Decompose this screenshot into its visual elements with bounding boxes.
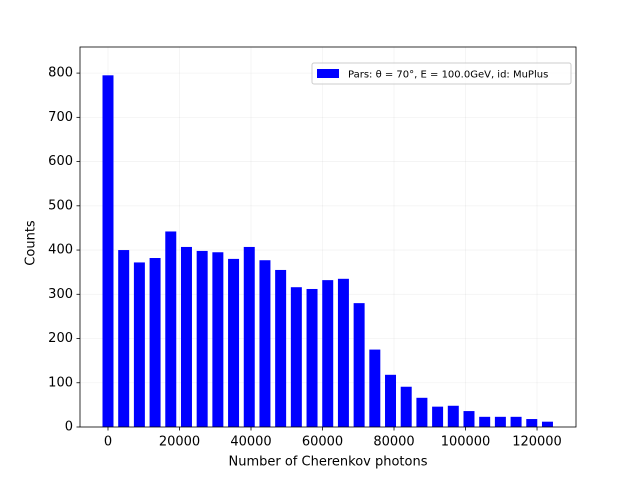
bar bbox=[149, 258, 161, 427]
legend-box bbox=[311, 62, 572, 85]
y-tick-label: 800 bbox=[48, 66, 73, 81]
y-tick-label: 0 bbox=[65, 420, 73, 435]
y-tick-label: 200 bbox=[48, 331, 73, 346]
bar bbox=[118, 250, 130, 427]
y-tick-label: 700 bbox=[48, 110, 73, 125]
axes-frame bbox=[79, 46, 577, 428]
y-tick-label: 400 bbox=[48, 243, 73, 258]
bar bbox=[353, 303, 365, 427]
bar bbox=[400, 386, 412, 427]
bar bbox=[196, 250, 208, 427]
x-tick-label: 100000 bbox=[441, 435, 491, 450]
bar bbox=[479, 416, 491, 427]
x-tick-label: 20000 bbox=[159, 435, 200, 450]
legend-swatch bbox=[317, 69, 339, 78]
bar bbox=[243, 246, 255, 427]
y-axis-label: Counts bbox=[24, 220, 39, 266]
y-tick-label: 100 bbox=[48, 375, 73, 390]
bar bbox=[290, 287, 302, 427]
legend-label: Pars: θ = 70°, E = 100.0GeV, id: MuPlus bbox=[348, 70, 548, 81]
bar bbox=[228, 258, 240, 427]
y-tick-label: 600 bbox=[48, 154, 73, 169]
bar bbox=[165, 231, 177, 427]
bar bbox=[369, 349, 381, 427]
x-axis-label: Number of Cherenkov photons bbox=[229, 455, 428, 470]
bar bbox=[416, 397, 428, 427]
bar bbox=[494, 416, 506, 427]
plot-area: 0 100 200 300 400 500 600 700 800 0 20000 40000 6000… bbox=[48, 46, 577, 450]
bar bbox=[526, 419, 538, 427]
legend: Pars: θ = 70°, E = 100.0GeV, id: MuPlus bbox=[311, 62, 572, 85]
bar bbox=[306, 288, 318, 427]
bar bbox=[337, 278, 349, 427]
bar bbox=[275, 269, 287, 427]
bar bbox=[385, 374, 397, 427]
bar bbox=[510, 416, 522, 427]
x-tick-label: 40000 bbox=[230, 435, 271, 450]
x-tick-label: 0 bbox=[104, 435, 112, 450]
bar bbox=[463, 411, 475, 427]
x-tick-label: 120000 bbox=[512, 435, 562, 450]
bar bbox=[322, 280, 334, 427]
bar bbox=[133, 262, 145, 427]
x-tick-label: 80000 bbox=[373, 435, 414, 450]
y-tick-label: 500 bbox=[48, 198, 73, 213]
bar bbox=[180, 246, 192, 427]
x-tick-label: 60000 bbox=[302, 435, 343, 450]
bar bbox=[447, 405, 459, 427]
bar bbox=[432, 406, 444, 427]
y-tick-label: 300 bbox=[48, 287, 73, 302]
bar bbox=[541, 421, 553, 427]
bar bbox=[212, 252, 224, 427]
bar bbox=[102, 75, 114, 428]
bar bbox=[259, 260, 271, 427]
